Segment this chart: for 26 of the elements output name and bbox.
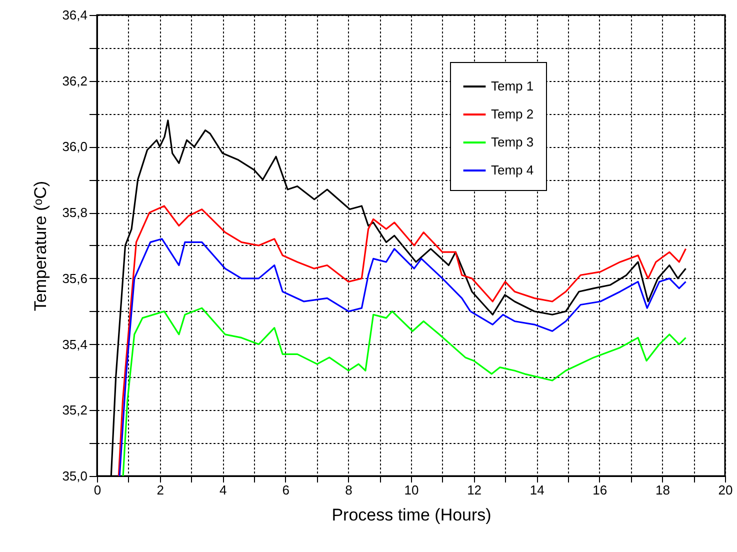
y-tick-label: 35,6 [62,270,88,286]
x-tick-label: 20 [718,482,733,498]
y-tick-label: 35,4 [62,336,88,352]
legend-label: Temp 4 [491,162,534,178]
x-tick-label: 10 [404,482,419,498]
x-tick-label: 4 [219,482,227,498]
x-tick-label: 16 [592,482,608,498]
x-axis-title: Process time (Hours) [332,506,492,524]
y-tick-label: 36,2 [62,73,88,88]
y-axis-title: Temperature (ᵒC) [31,180,50,312]
y-tick-label: 35,0 [62,468,88,484]
x-tick-label: 18 [655,482,670,498]
y-tick-label: 35,2 [62,402,88,418]
legend-label: Temp 3 [491,134,534,150]
y-tick-label: 36,0 [62,139,88,154]
legend-label: Temp 1 [491,78,534,94]
x-tick-label: 8 [345,482,352,498]
line-series [122,307,687,476]
legend-label: Temp 2 [491,106,534,122]
x-tick-label: 14 [530,482,544,498]
x-tick-label: 2 [156,482,164,498]
x-tick-label: 6 [282,482,290,498]
x-tick-label: 0 [94,482,102,498]
y-tick-label: 35,8 [62,205,88,220]
y-tick-label: 36,4 [62,8,88,22]
x-tick-label: 12 [467,482,482,498]
